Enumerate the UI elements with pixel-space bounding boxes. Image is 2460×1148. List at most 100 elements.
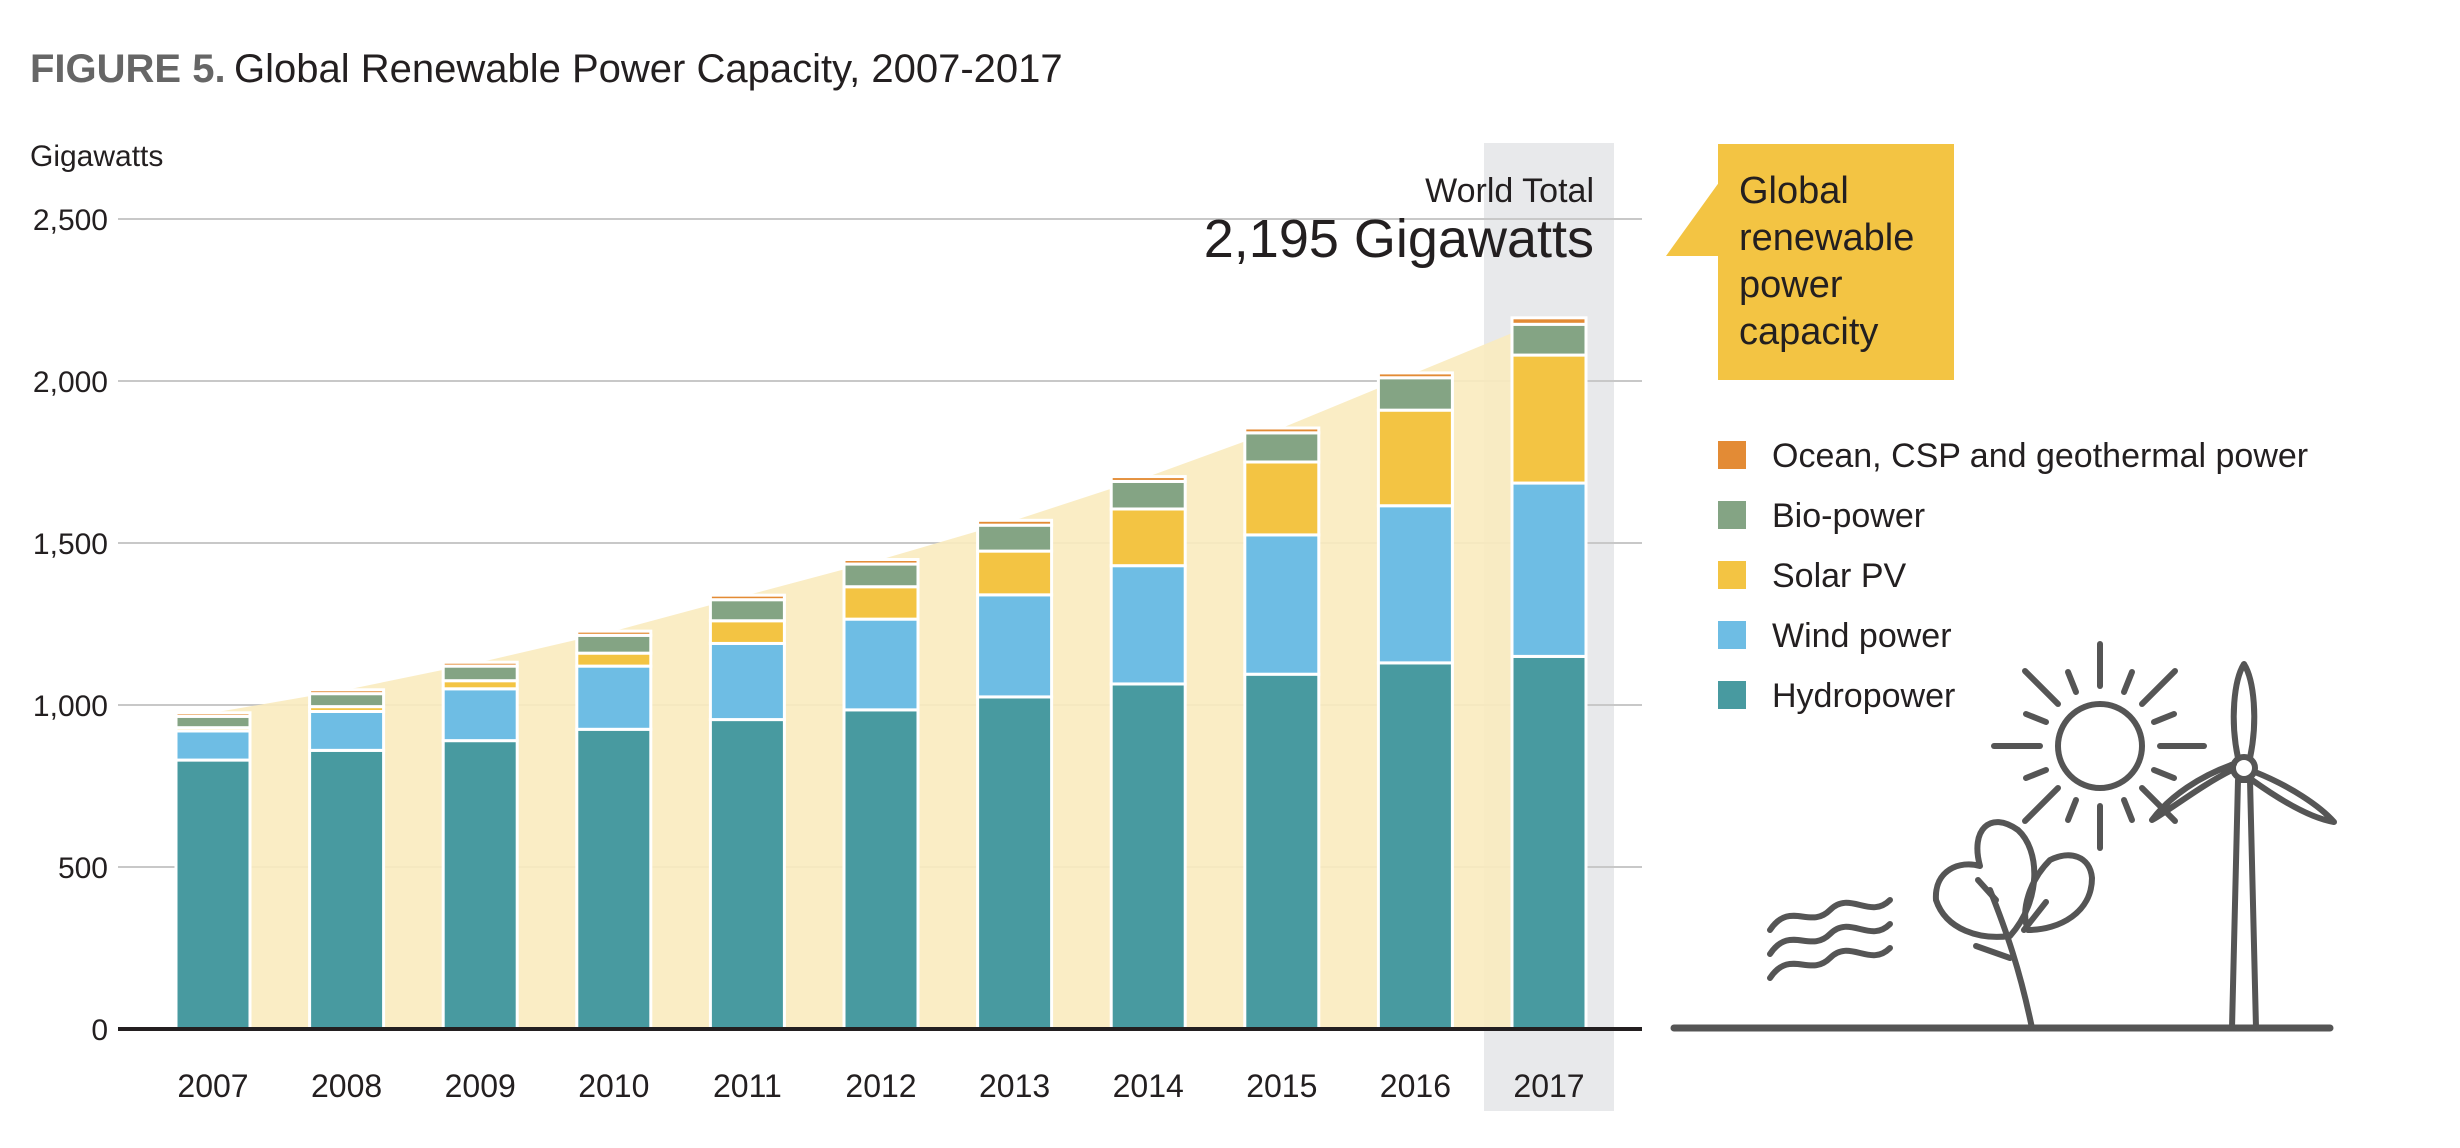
bar-wind-power-2010 <box>575 664 653 731</box>
bar-bio-power-2015 <box>1243 431 1321 464</box>
x-tick-label: 2015 <box>1246 1068 1317 1104</box>
y-tick-label: 0 <box>91 1014 108 1047</box>
legend-label-wind-power: Wind power <box>1772 617 1952 655</box>
bar-wind-power-2015 <box>1243 533 1321 676</box>
sun-icon <box>1991 641 2207 851</box>
bar-bio-power-2016 <box>1376 376 1454 412</box>
bar-wind-power-2013 <box>976 593 1054 699</box>
bar-bio-power-2010 <box>575 633 653 655</box>
bar-wind-power-2016 <box>1376 504 1454 665</box>
bar-ocean-csp-and-geothermal-power-2011 <box>708 593 786 602</box>
bar-hydropower-2014 <box>1109 682 1187 1031</box>
bar-wind-power-2011 <box>708 641 786 722</box>
bar-stack-2014 <box>1109 475 1187 1031</box>
renewables-illustration <box>1670 641 2337 1032</box>
x-tick-label: 2013 <box>979 1068 1050 1104</box>
bar-bio-power-2013 <box>976 523 1054 553</box>
bar-ocean-csp-and-geothermal-power-2016 <box>1376 371 1454 380</box>
bar-ocean-csp-and-geothermal-power-2010 <box>575 629 653 637</box>
y-axis-label: Gigawatts <box>30 140 163 173</box>
callout-line-4: capacity <box>1739 311 1878 353</box>
bar-hydropower-2007 <box>174 758 252 1031</box>
legend-swatch-solar-pv <box>1718 561 1746 589</box>
bar-stack-2016 <box>1376 371 1454 1031</box>
bar-wind-power-2012 <box>842 617 920 712</box>
legend-label-ocean-csp-and-geothermal-power: Ocean, CSP and geothermal power <box>1772 437 2308 475</box>
bar-bio-power-2014 <box>1109 479 1187 511</box>
callout-line-3: power <box>1739 264 1843 306</box>
figure-title: Global Renewable Power Capacity, 2007-20… <box>234 47 1063 91</box>
bar-hydropower-2013 <box>976 695 1054 1031</box>
bar-ocean-csp-and-geothermal-power-2008 <box>308 688 386 696</box>
y-tick-label: 2,500 <box>33 204 108 237</box>
callout-box <box>1718 144 1954 380</box>
legend-label-hydropower: Hydropower <box>1772 677 1955 715</box>
bar-ocean-csp-and-geothermal-power-2015 <box>1243 426 1321 435</box>
bar-solar-pv-2015 <box>1243 460 1321 537</box>
bar-hydropower-2008 <box>308 748 386 1031</box>
x-ticks: 2007 2008 2009 2010 2011 2012 2013 2014 2015 2016… <box>177 1068 1584 1104</box>
legend-label-solar-pv: Solar PV <box>1772 557 1906 595</box>
x-tick-label: 2017 <box>1513 1068 1584 1104</box>
bar-hydropower-2016 <box>1376 661 1454 1031</box>
legend-swatch-wind-power <box>1718 621 1746 649</box>
legend-swatch-hydropower <box>1718 681 1746 709</box>
bar-wind-power-2009 <box>441 687 519 743</box>
bar-solar-pv-2014 <box>1109 507 1187 568</box>
y-tick-label: 1,500 <box>33 528 108 561</box>
legend: Ocean, CSP and geothermal power Bio-power… <box>1718 437 2308 715</box>
callout-line-2: renewable <box>1739 217 1914 259</box>
x-tick-label: 2014 <box>1113 1068 1184 1104</box>
bar-wind-power-2014 <box>1109 564 1187 686</box>
y-tick-label: 500 <box>58 852 108 885</box>
bar-stack-2009 <box>441 660 519 1031</box>
x-tick-label: 2016 <box>1380 1068 1451 1104</box>
bar-hydropower-2011 <box>708 718 786 1031</box>
bar-solar-pv-2011 <box>708 619 786 645</box>
bar-bio-power-2009 <box>441 664 519 683</box>
bars <box>174 316 1588 1031</box>
bar-solar-pv-2013 <box>976 549 1054 597</box>
bar-stack-2008 <box>308 688 386 1031</box>
legend-label-bio-power: Bio-power <box>1772 497 1925 535</box>
callout-line-1: Global <box>1739 170 1849 212</box>
bar-ocean-csp-and-geothermal-power-2014 <box>1109 475 1187 483</box>
bar-bio-power-2012 <box>842 562 920 589</box>
bar-ocean-csp-and-geothermal-power-2013 <box>976 518 1054 527</box>
bar-solar-pv-2017 <box>1510 353 1588 485</box>
bar-wind-power-2017 <box>1510 481 1588 658</box>
world-total-label: World Total <box>1425 172 1594 210</box>
bar-solar-pv-2016 <box>1376 408 1454 508</box>
x-tick-label: 2008 <box>311 1068 382 1104</box>
plant-icon <box>1932 819 2095 1031</box>
water-waves-icon <box>1767 897 1893 981</box>
bar-hydropower-2012 <box>842 708 920 1031</box>
bar-hydropower-2010 <box>575 727 653 1031</box>
y-ticks: 0 500 1,000 1,500 2,000 2,500 <box>33 204 108 1047</box>
bar-stack-2013 <box>976 518 1054 1031</box>
bar-stack-2010 <box>575 629 653 1031</box>
bar-bio-power-2011 <box>708 598 786 623</box>
legend-swatch-ocean-csp-and-geothermal-power <box>1718 441 1746 469</box>
bar-ocean-csp-and-geothermal-power-2012 <box>842 558 920 566</box>
bar-ocean-csp-and-geothermal-power-2007 <box>174 711 252 718</box>
x-tick-label: 2011 <box>713 1068 782 1104</box>
x-tick-label: 2007 <box>177 1068 248 1104</box>
bar-hydropower-2009 <box>441 739 519 1031</box>
x-tick-label: 2012 <box>845 1068 916 1104</box>
bar-stack-2015 <box>1243 426 1321 1031</box>
bar-hydropower-2017 <box>1510 654 1588 1031</box>
y-tick-label: 2,000 <box>33 366 108 399</box>
bar-ocean-csp-and-geothermal-power-2009 <box>441 660 519 668</box>
bar-stack-2017 <box>1510 316 1588 1031</box>
legend-swatch-bio-power <box>1718 501 1746 529</box>
x-tick-label: 2010 <box>578 1068 649 1104</box>
bar-solar-pv-2012 <box>842 585 920 621</box>
bar-stack-2007 <box>174 711 252 1031</box>
y-tick-label: 1,000 <box>33 690 108 723</box>
bar-wind-power-2007 <box>174 729 252 762</box>
bar-stack-2011 <box>708 593 786 1031</box>
bar-bio-power-2017 <box>1510 322 1588 357</box>
bar-bio-power-2007 <box>174 714 252 730</box>
